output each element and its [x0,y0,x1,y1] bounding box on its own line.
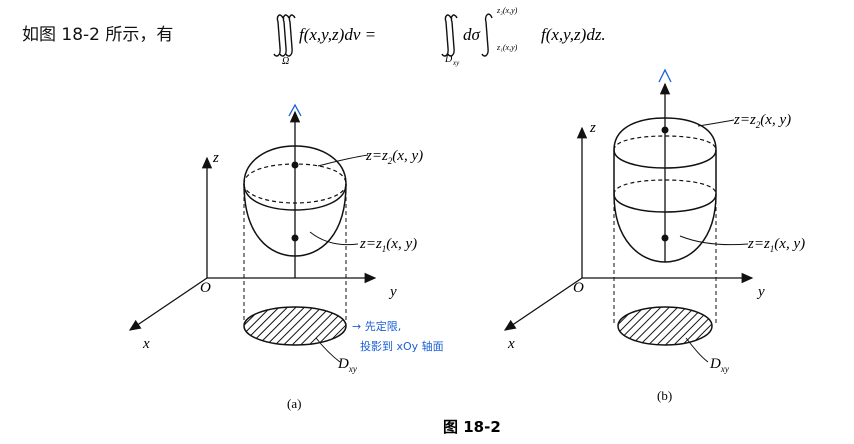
y-axis-label: y [388,284,397,300]
upper-limit: z₂(x,y) [496,6,518,15]
rim-front-dashed [243,183,347,204]
upper-surface-label: z=z2(x, y) [365,148,423,166]
upper-rim-back [613,135,717,151]
integral-region-dxy: D [444,54,453,65]
integral-region-dxy-sub: xy [452,59,460,67]
handwritten-arrow [288,103,302,117]
figure-caption: 图 18-2 [443,418,501,436]
leader-upper [697,119,735,127]
leader-region [315,337,341,363]
region-label: Dxy [337,356,357,374]
formula-rhs: f(x,y,z)dz. [541,25,606,44]
y-axis-label: y [756,284,765,300]
double-integral-sign [441,14,458,57]
panel-a-caption: (a) [287,396,301,411]
region-dxy [243,306,347,346]
triple-integral-sign [273,14,296,57]
upper-surface-cap [613,117,717,151]
lower-point [661,234,669,242]
z-axis-label: z [589,120,596,136]
upper-point [291,161,299,169]
upper-point [661,126,669,134]
lower-surface-label: z=z1(x, y) [359,236,417,254]
region-label: Dxy [709,356,729,374]
lower-surface-front [243,183,347,211]
leader-upper [317,154,369,167]
intro-text: 如图 18-2 所示，有 [22,25,174,45]
formula: Ω f(x,y,z)dv = D xy dσ z₂(x,y) z₁(x,y) f… [273,6,606,67]
lower-bowl [613,193,717,263]
z-axis-label: z [212,150,219,166]
upper-surface-cap [243,145,347,185]
panel-b-caption: (b) [657,388,672,403]
leader-lower [679,235,749,246]
formula-lhs: f(x,y,z)dv = [299,25,376,44]
leader-region [685,337,709,363]
handwritten-note-line1: → 先定限, [352,319,401,333]
single-integral-sign [481,13,493,57]
lower-bowl [243,183,347,257]
upper-surface-label: z=z2(x, y) [733,112,791,130]
lower-rim-back [613,179,717,195]
upper-rim-front [613,149,717,169]
lower-point [291,234,299,242]
origin-label: O [200,280,211,296]
leader-lower [309,231,359,246]
panel-b: z y x O z=z2(x, y) z=z1(x, y) Dxy (b) [503,68,805,403]
handwritten-note-line2: 投影到 xOy 轴面 [360,339,444,353]
x-axis-label: x [142,336,150,352]
lower-rim-front [613,193,717,213]
lower-surface-label: z=z1(x, y) [747,236,805,254]
handwritten-arrow [658,68,672,83]
integral-region-omega: Ω [282,56,289,67]
origin-label: O [573,280,584,296]
lower-limit: z₁(x,y) [496,43,518,52]
x-axis [128,277,208,331]
x-axis [503,277,583,331]
panel-a: z y x O z=z2(x, y) z=z1(x, y) Dxy → 先定限,… [128,103,444,411]
formula-dsigma: dσ [463,25,481,44]
x-axis-label: x [507,336,515,352]
region-dxy [617,306,713,346]
